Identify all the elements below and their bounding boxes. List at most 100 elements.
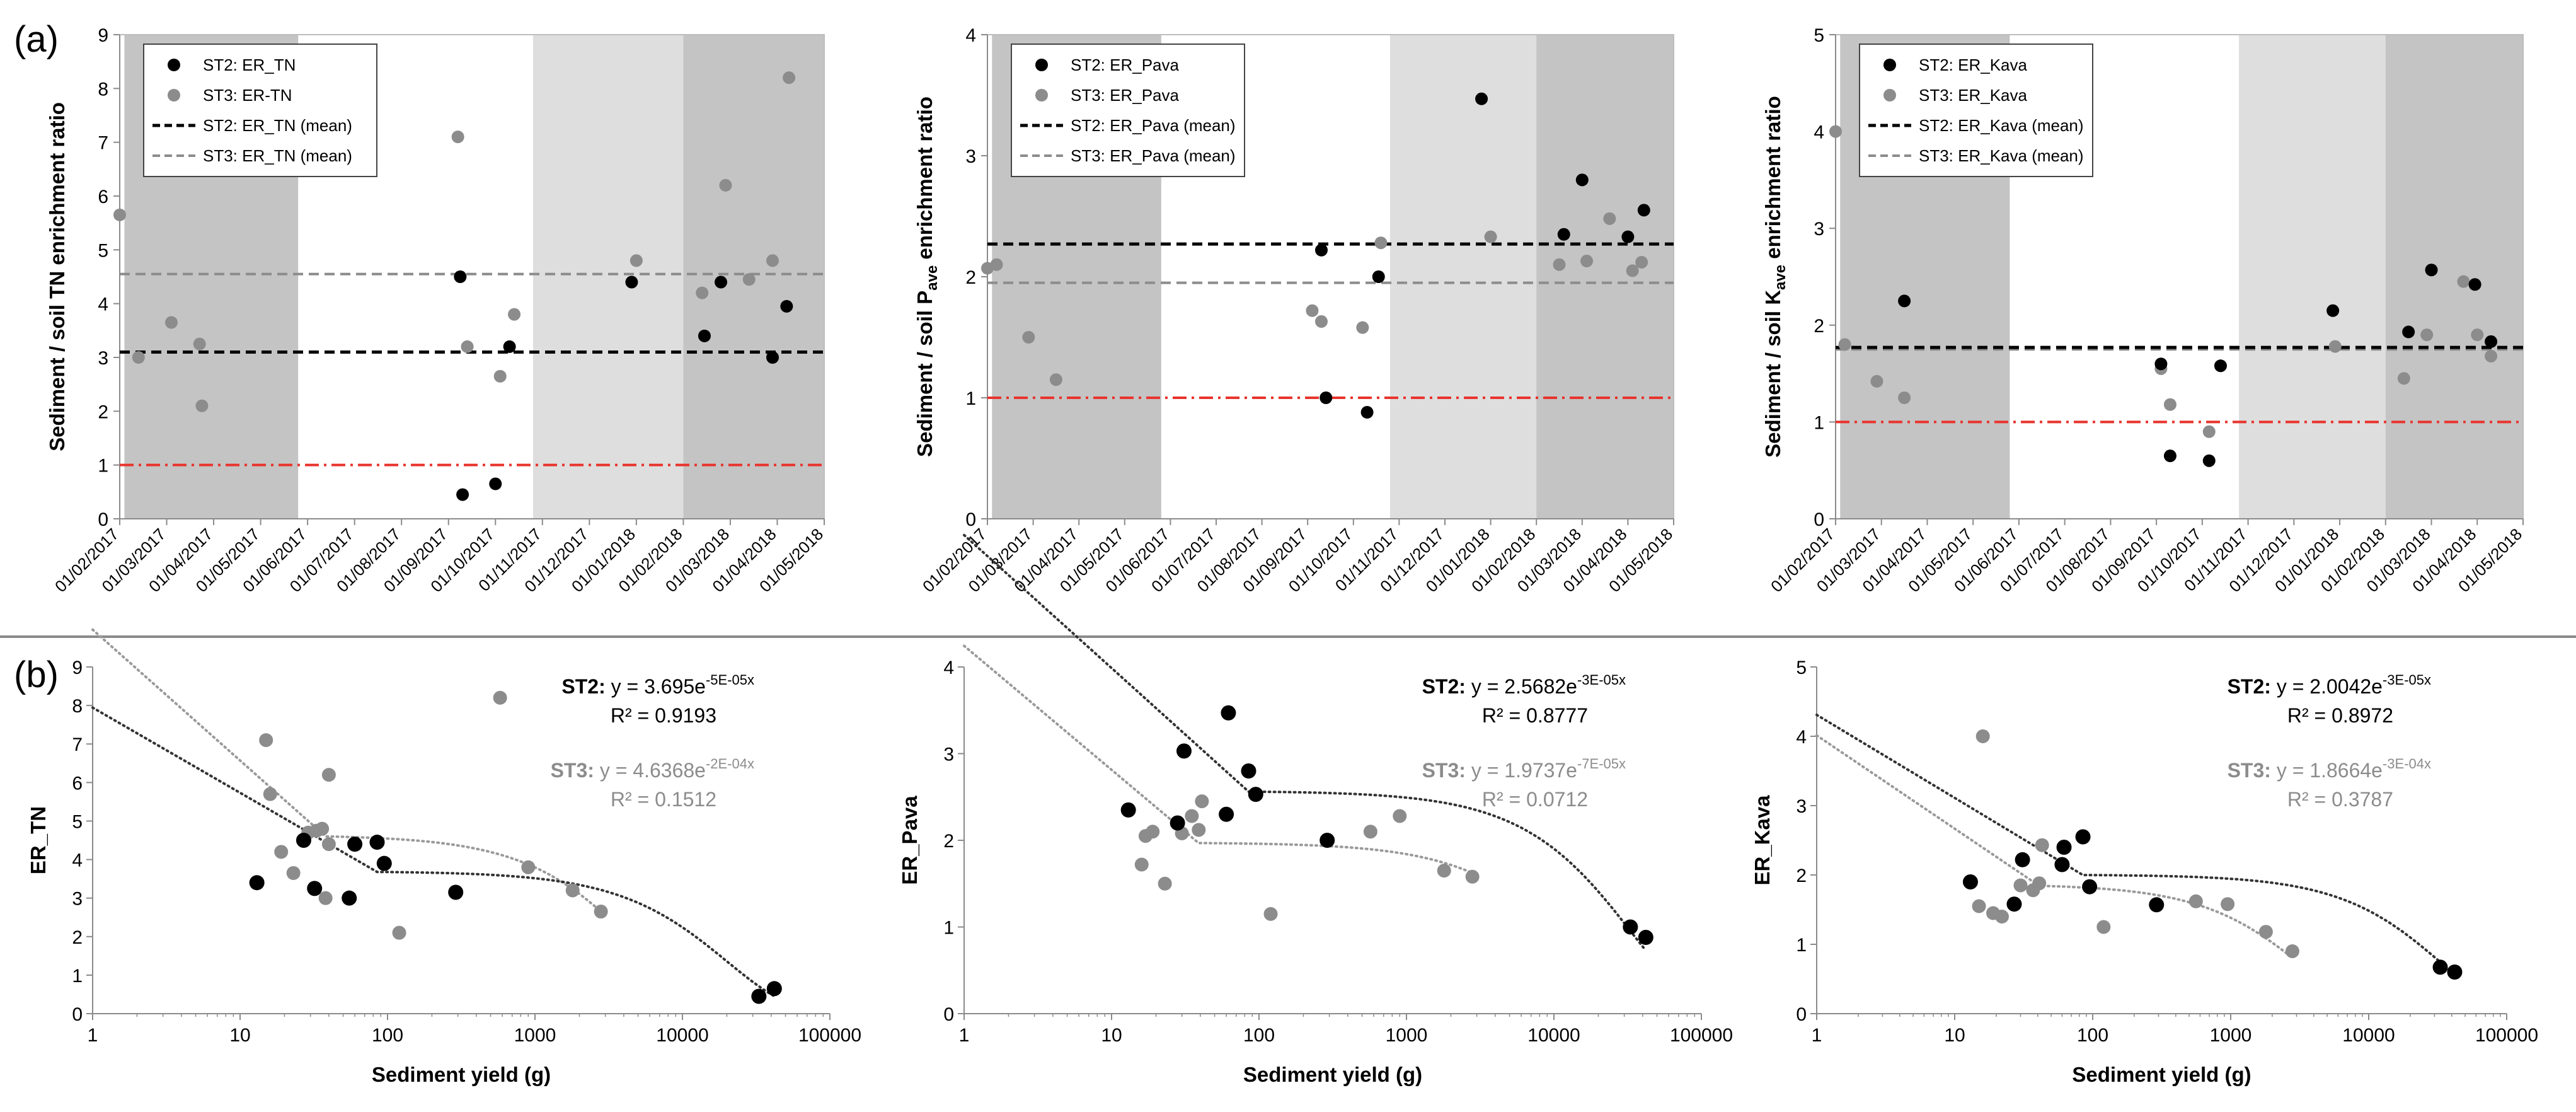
st3-point — [1994, 910, 2009, 924]
st3-point — [2485, 349, 2498, 362]
st2-point — [2075, 829, 2091, 845]
st3-point — [132, 351, 145, 364]
st2-point — [2054, 857, 2070, 872]
st3-point — [1356, 321, 1369, 334]
st2-equation-label: ST2: — [561, 675, 605, 698]
y-tick-label: 2 — [72, 927, 83, 948]
st3-point — [1484, 230, 1497, 243]
st3-point — [1838, 338, 1851, 351]
x-tick-label: 1 — [1812, 1025, 1822, 1046]
legend-marker-st2-point — [1035, 59, 1048, 71]
st3-point — [318, 891, 333, 905]
x-tick-label: 1 — [959, 1025, 970, 1046]
y-axis-label: Sediment / soil Pave enrichment ratio — [913, 96, 941, 457]
legend-entry: ST3: ER_Kava — [1919, 86, 2028, 105]
y-tick-label: 9 — [98, 25, 108, 46]
y-tick-label: 4 — [1814, 122, 1824, 143]
x-tick-label: 100 — [1243, 1025, 1275, 1046]
chart-a-p: 0123401/02/201701/03/201701/04/201701/05… — [913, 25, 1676, 596]
x-tick-label: 10 — [1944, 1025, 1965, 1046]
st2-point — [503, 340, 516, 353]
st3-point — [508, 308, 521, 321]
y-tick-label: 0 — [98, 509, 108, 530]
y-tick-label: 3 — [965, 146, 976, 167]
x-tick-label: 100 — [372, 1025, 403, 1046]
st3-point — [195, 399, 209, 412]
st3-point — [493, 690, 507, 705]
st2-point — [766, 981, 782, 997]
y-tick-label: 8 — [72, 696, 83, 717]
y-tick-label: 2 — [1796, 866, 1807, 886]
st2-point — [1621, 230, 1635, 243]
st2-point — [347, 837, 363, 852]
st2-point — [2006, 896, 2022, 912]
st3-point — [1134, 857, 1149, 872]
st3-point — [594, 905, 608, 919]
y-tick-label: 1 — [1796, 935, 1807, 956]
st3-point — [1975, 729, 1990, 743]
st3-point — [2221, 897, 2235, 912]
st2-r2: R² = 0.8972 — [2287, 704, 2393, 727]
st2-point — [698, 329, 711, 342]
y-tick-label: 3 — [72, 889, 83, 910]
st2-equation-label: ST2: — [1422, 675, 1466, 698]
st3-point — [1553, 258, 1566, 271]
charts-layer: 012345678901/02/201701/03/201701/04/2017… — [26, 25, 2538, 1086]
y-tick-label: 5 — [1814, 25, 1824, 46]
season-band — [1536, 35, 1674, 519]
st3-point — [2258, 925, 2273, 939]
st2-point — [307, 881, 323, 896]
st2-point — [2468, 278, 2481, 291]
st2-equation-label: ST2: — [2228, 675, 2271, 698]
st2-point — [448, 884, 464, 900]
y-tick-label: 0 — [943, 1004, 954, 1025]
st3-point — [1306, 304, 1319, 317]
y-tick-label: 2 — [965, 267, 976, 288]
st3-point — [719, 178, 732, 192]
y-tick-label: 4 — [1796, 727, 1807, 748]
st3-point — [2035, 838, 2049, 852]
st3-point — [2285, 944, 2299, 958]
season-band — [1389, 35, 1537, 519]
y-tick-label: 1 — [72, 966, 83, 987]
st3-point — [1363, 825, 1377, 839]
st3-point — [1374, 236, 1388, 250]
st2-point — [1372, 270, 1385, 283]
st3-point — [2096, 920, 2111, 934]
y-axis-label-tail: enrichment ratio — [913, 96, 936, 265]
st2-point — [296, 833, 311, 848]
st2-point — [1637, 204, 1650, 217]
y-tick-label: 3 — [1796, 796, 1807, 817]
legend-entry: ST2: ER_TN — [203, 55, 296, 74]
st3-point — [2163, 398, 2176, 411]
st3-point — [696, 286, 709, 299]
st3-equation-label: ST3: — [1422, 759, 1466, 782]
st2-equation-exp: -5E-05x — [706, 672, 754, 688]
st3-point — [1263, 906, 1278, 921]
st2-equation-exp: -3E-05x — [1577, 672, 1626, 688]
legend-marker-st2-point — [1883, 59, 1896, 71]
chart-a-k: 01234501/02/201701/03/201701/04/201701/0… — [1761, 25, 2526, 596]
y-axis-label-text: Sediment / soil K — [1761, 290, 1785, 458]
st2-point — [2149, 897, 2165, 913]
st2-point — [766, 351, 779, 364]
y-tick-label: 4 — [98, 294, 108, 315]
y-tick-label: 5 — [72, 811, 83, 832]
st2-point — [369, 835, 385, 850]
st3-point — [321, 837, 336, 852]
st3-point — [193, 337, 206, 350]
legend-entry: ST3: ER_Kava (mean) — [1919, 146, 2084, 165]
st3-point — [1314, 315, 1328, 328]
y-tick-label: 0 — [1814, 509, 1824, 530]
st2-equation: ST2: y = 2.5682e-3E-05x — [1422, 672, 1626, 698]
legend-marker-st3-point — [1035, 89, 1048, 101]
st3-point — [1603, 212, 1616, 225]
y-tick-label: 2 — [943, 831, 954, 852]
st2-equation-text: y = 2.0042e — [2271, 675, 2383, 698]
st2-point — [376, 855, 392, 871]
st3-point — [521, 860, 536, 874]
st3-point — [742, 273, 756, 286]
st2-point — [1638, 930, 1653, 945]
